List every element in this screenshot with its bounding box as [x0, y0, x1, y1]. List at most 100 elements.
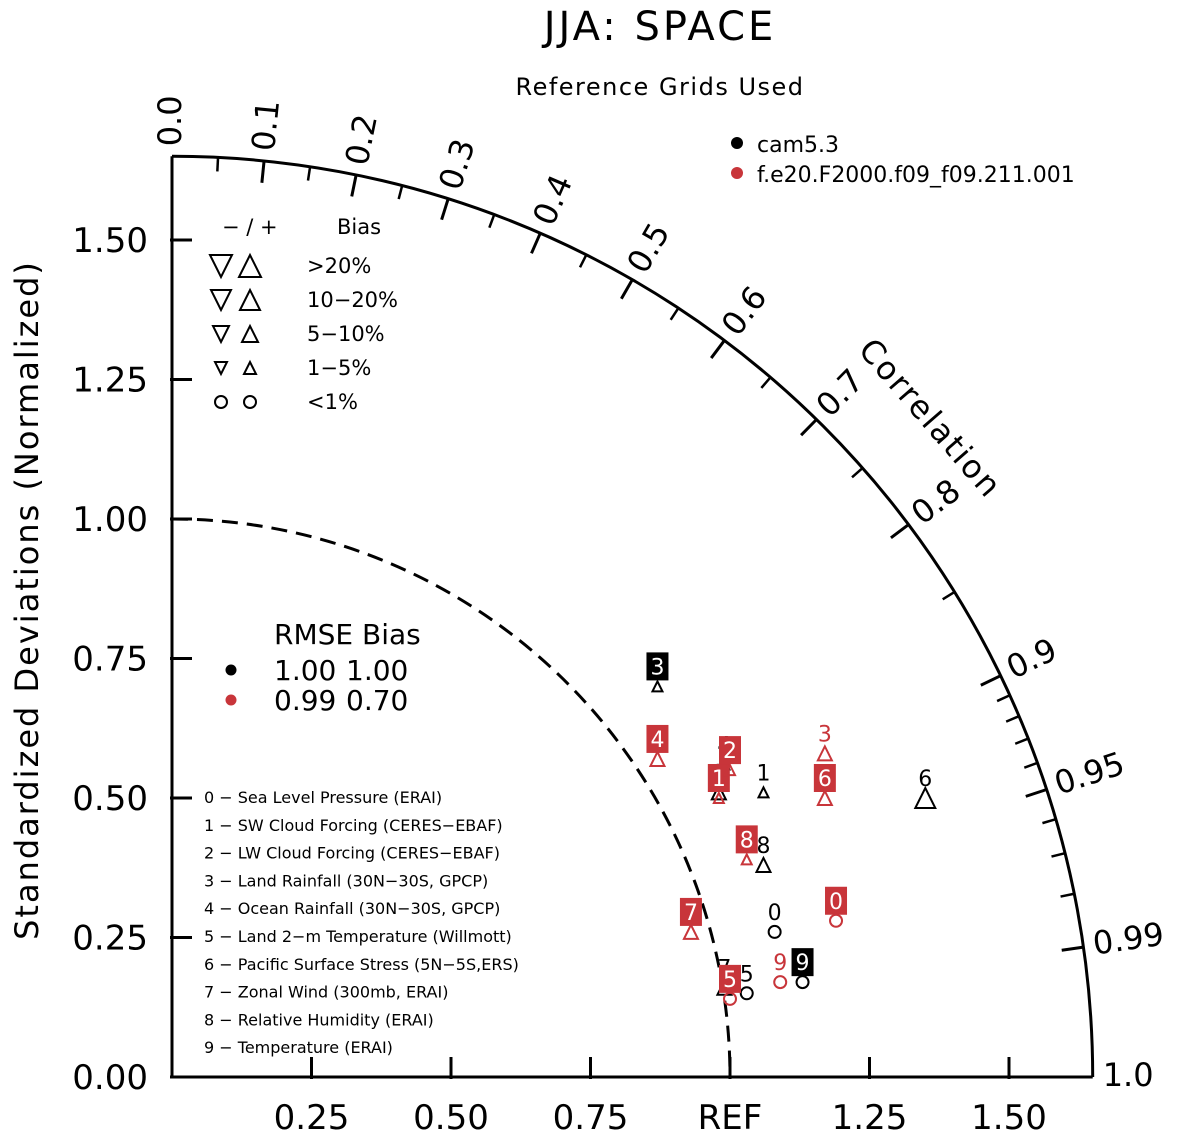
category-label: 5 − Land 2−m Temperature (Willmott) — [204, 927, 512, 946]
point-label: 8 — [756, 834, 770, 859]
point-marker — [648, 749, 667, 767]
correlation-label: 0.0 — [151, 95, 189, 146]
point-label: 5 — [740, 962, 754, 987]
point-label-box — [719, 736, 741, 765]
y-tick-label: 0.00 — [72, 1058, 148, 1098]
correlation-minor-tick — [306, 166, 312, 181]
point-label: 8 — [740, 828, 754, 853]
y-tick-label: 1.25 — [72, 361, 148, 401]
point-label: 7 — [684, 901, 698, 926]
correlation-minor-tick — [1060, 892, 1075, 898]
correlation-tick — [1061, 945, 1084, 952]
stats-header: RMSE Bias — [274, 618, 421, 651]
point-label: 1 — [712, 767, 726, 792]
point-label: 2 — [723, 739, 737, 764]
point-marker — [740, 852, 754, 866]
bias-header-label: Bias — [337, 215, 381, 239]
correlation-tick — [260, 160, 266, 183]
y-axis-label: Standardized Deviations (Normalized) — [8, 260, 46, 940]
point-label-box — [813, 764, 836, 792]
correlation-label: 0.4 — [525, 169, 580, 231]
bias-row-label: 10−20% — [307, 288, 398, 312]
legend-model-label: f.e20.F2000.f09_f09.211.001 — [757, 163, 1075, 188]
correlation-tick — [440, 198, 450, 221]
y-tick-label: 1.50 — [72, 221, 148, 261]
point-label-box — [707, 764, 730, 792]
correlation-minor-tick — [851, 467, 864, 479]
point-marker — [754, 855, 773, 873]
bias-up-triangle — [238, 287, 262, 311]
point-label-box — [791, 948, 814, 977]
point-marker — [712, 790, 726, 804]
point-label-box — [735, 825, 758, 854]
point-label: 1 — [756, 761, 770, 786]
correlation-minor-tick — [1051, 851, 1066, 858]
bias-row-label: 1−5% — [307, 356, 371, 380]
correlation-minor-tick — [578, 254, 588, 268]
correlation-minor-tick — [1042, 818, 1057, 825]
correlation-label: 0.7 — [808, 361, 871, 424]
point-label-box — [646, 724, 669, 753]
correlation-label: 0.9 — [1000, 630, 1062, 686]
category-label: 7 − Zonal Wind (300mb, ERAI) — [204, 983, 448, 1002]
reference-arc — [171, 517, 732, 1078]
category-label: 9 − Temperature (ERAI) — [204, 1038, 393, 1057]
bias-up-triangle — [240, 323, 260, 343]
correlation-minor-tick — [1005, 715, 1020, 723]
category-label: 0 − Sea Level Pressure (ERAI) — [204, 788, 442, 807]
correlation-label: 0.8 — [904, 471, 968, 532]
point-marker — [682, 922, 700, 940]
x-tick-label: 0.75 — [553, 1098, 629, 1135]
correlation-minor-tick — [669, 307, 680, 321]
correlation-minor-tick — [942, 590, 956, 601]
y-tick-label: 0.50 — [72, 779, 148, 819]
correlation-minor-tick — [397, 185, 404, 200]
correlation-minor-tick — [488, 214, 496, 229]
correlation-minor-tick — [760, 376, 772, 389]
point-label: 5 — [723, 968, 737, 993]
legend-dot — [731, 167, 743, 179]
stats-bias: 1.00 — [346, 654, 408, 687]
stats-dot — [225, 694, 237, 706]
point-label-box — [719, 964, 741, 993]
bias-up-triangle — [242, 359, 258, 375]
x-tick-label: REF — [698, 1098, 763, 1135]
point-marker — [756, 785, 771, 799]
point-label-box — [679, 897, 702, 926]
bias-down-triangle — [208, 254, 234, 280]
correlation-minor-tick — [216, 157, 220, 172]
correlation-label: 0.3 — [431, 134, 483, 194]
point-label-box — [825, 886, 848, 915]
bias-header-sign: − / + — [222, 215, 278, 239]
x-tick-label: 0.50 — [413, 1098, 489, 1135]
bias-down-triangle — [213, 361, 229, 377]
point-marker — [773, 975, 788, 990]
bias-row-label: >20% — [307, 254, 371, 278]
correlation-label: 0.99 — [1090, 915, 1166, 963]
stats-bias: 0.70 — [346, 684, 408, 717]
correlation-label: 0.5 — [619, 216, 677, 279]
chart-subtitle: Reference Grids Used — [515, 73, 804, 101]
correlation-tick — [980, 674, 1002, 687]
correlation-minor-tick — [1023, 761, 1038, 769]
correlation-tick — [710, 339, 726, 359]
correlation-label: 0.1 — [244, 98, 287, 152]
correlation-tick — [620, 278, 634, 300]
correlation-tick — [350, 174, 358, 197]
legend: cam5.3 f.e20.F2000.f09_f09.211.001 − / + Bi… — [204, 133, 1075, 1057]
correlation-minor-tick — [1014, 737, 1029, 745]
point-marker — [723, 762, 737, 777]
stats-rmse: 0.99 — [274, 684, 336, 717]
bias-circle — [243, 395, 257, 409]
axes: 0.000.250.500.751.001.251.500.25 0.50 0.75… — [8, 95, 1166, 1135]
point-label: 6 — [818, 767, 832, 792]
point-label: 3 — [650, 655, 664, 680]
point-label: 9 — [796, 951, 810, 976]
point-marker — [710, 783, 728, 801]
bias-down-triangle — [209, 289, 233, 313]
point-label: 9 — [773, 951, 787, 976]
category-label: 2 − LW Cloud Forcing (CERES−EBAF) — [204, 844, 500, 863]
correlation-tick — [530, 232, 542, 254]
correlation-label: 0.2 — [338, 111, 385, 168]
